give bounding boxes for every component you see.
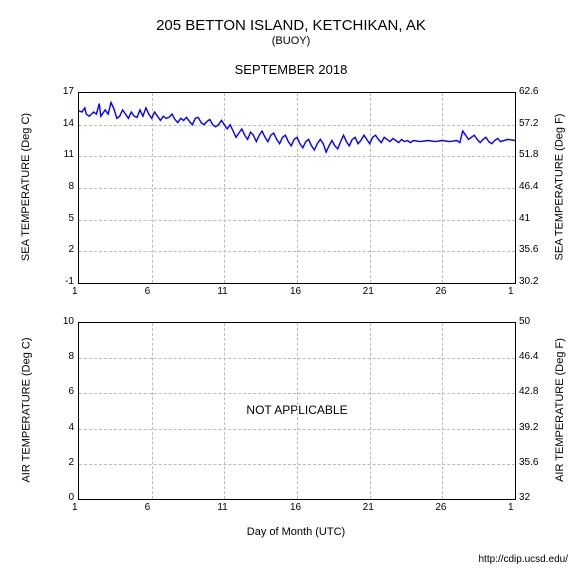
- y-left-tick-label: 17: [63, 86, 74, 97]
- y-left-tick-label: 6: [68, 386, 74, 397]
- x-tick-label: 21: [363, 502, 374, 513]
- x-tick-label: 11: [217, 502, 227, 513]
- y-right-tick-label: 51.8: [519, 149, 538, 160]
- y-left-tick-label: 8: [68, 351, 74, 362]
- y-left-tick-label: 10: [63, 316, 74, 327]
- sea-temp-chart: [78, 92, 516, 284]
- y-right-tick-label: 41: [519, 213, 530, 224]
- footer-url: http://cdip.ucsd.edu/: [478, 554, 568, 565]
- x-tick-label: 16: [290, 286, 301, 297]
- air-temp-ylabel-fahrenheit: AIR TEMPERATURE (Deg F): [554, 338, 566, 482]
- y-left-tick-label: 14: [63, 118, 74, 129]
- y-right-tick-label: 42.8: [519, 386, 538, 397]
- main-title: 205 BETTON ISLAND, KETCHIKAN, AK: [0, 17, 582, 34]
- y-right-tick-label: 46.4: [519, 351, 538, 362]
- buoy-subtitle: (BUOY): [0, 35, 582, 47]
- y-right-tick-label: 57.2: [519, 118, 538, 129]
- x-tick-label: 6: [145, 286, 151, 297]
- x-tick-label: 1: [72, 286, 78, 297]
- x-tick-label: 1: [72, 502, 78, 513]
- y-right-tick-label: 35.6: [519, 457, 538, 468]
- data-line: [79, 93, 515, 283]
- chart-container: 205 BETTON ISLAND, KETCHIKAN, AK (BUOY) …: [0, 0, 582, 581]
- y-left-tick-label: -1: [65, 276, 74, 287]
- y-left-tick-label: 0: [68, 492, 74, 503]
- x-tick-label: 26: [435, 502, 446, 513]
- y-left-tick-label: 8: [68, 181, 74, 192]
- y-left-tick-label: 2: [68, 457, 74, 468]
- y-right-tick-label: 50: [519, 316, 530, 327]
- y-right-tick-label: 39.2: [519, 422, 538, 433]
- y-left-tick-label: 4: [68, 422, 74, 433]
- x-tick-label: 11: [217, 286, 227, 297]
- y-right-tick-label: 35.6: [519, 244, 538, 255]
- y-left-tick-label: 11: [64, 149, 74, 160]
- sea-temp-ylabel-fahrenheit: SEA TEMPERATURE (Deg F): [553, 114, 565, 261]
- x-axis-label: Day of Month (UTC): [78, 526, 514, 538]
- y-right-tick-label: 32: [519, 492, 530, 503]
- x-tick-label: 26: [435, 286, 446, 297]
- y-right-tick-label: 46.4: [519, 181, 538, 192]
- x-tick-label: 1: [508, 286, 514, 297]
- x-tick-label: 6: [145, 502, 151, 513]
- x-tick-label: 21: [363, 286, 374, 297]
- y-right-tick-label: 62.6: [519, 86, 538, 97]
- y-left-tick-label: 5: [68, 213, 74, 224]
- date-title: SEPTEMBER 2018: [0, 62, 582, 77]
- x-tick-label: 1: [508, 502, 514, 513]
- x-tick-label: 16: [290, 502, 301, 513]
- sea-temp-ylabel-celsius: SEA TEMPERATURE (Deg C): [20, 113, 32, 261]
- y-right-tick-label: 30.2: [519, 276, 538, 287]
- y-left-tick-label: 2: [68, 244, 74, 255]
- air-temp-ylabel-celsius: AIR TEMPERATURE (Deg C): [21, 337, 33, 482]
- air-temp-chart: NOT APPLICABLE: [78, 322, 516, 500]
